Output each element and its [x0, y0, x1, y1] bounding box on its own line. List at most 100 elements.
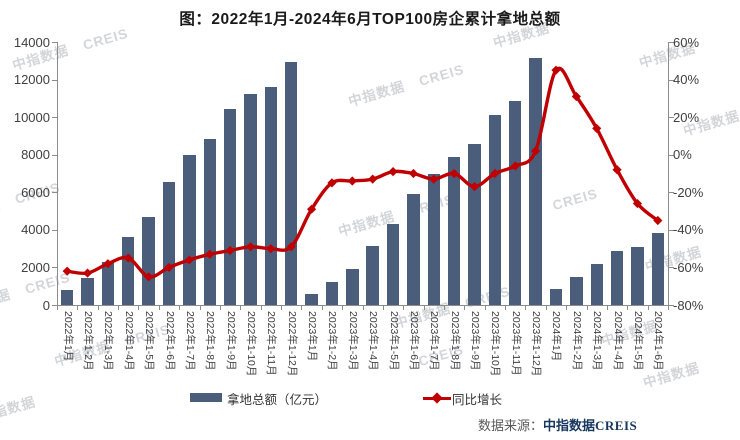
x-axis-label: 2022年1-6月 [163, 311, 176, 371]
y-axis-label-right: 60% [673, 34, 700, 50]
y-axis-label-left: 8000 [21, 147, 50, 163]
x-axis-tick [260, 306, 262, 310]
x-axis-tick [443, 306, 445, 310]
x-axis-tick [668, 306, 669, 310]
bar [264, 87, 278, 305]
x-axis-label: 2024年1-2月 [570, 311, 583, 371]
x-axis-label: 2023年1-8月 [448, 311, 461, 371]
chart-title: 图：2022年1月-2024年6月TOP100房企累计拿地总额 [179, 11, 561, 28]
y-axis-tick-right [669, 229, 674, 231]
x-axis-label: 2022年1-9月 [224, 311, 237, 371]
y-axis-label-left: 6000 [21, 184, 50, 200]
bar [244, 94, 257, 305]
x-axis-tick [362, 306, 364, 310]
bar [183, 155, 196, 305]
y-axis-label-right: -40% [673, 222, 704, 238]
bar [549, 289, 563, 305]
source-prefix: 数据来源： [478, 418, 544, 433]
bar [529, 58, 542, 305]
diamond-marker-icon [431, 392, 443, 404]
y-axis-label-left: 0 [42, 297, 50, 313]
data-source: 数据来源：中指数据CREIS [478, 415, 637, 434]
x-axis-label: 2023年1-5月 [387, 311, 400, 371]
x-axis-label: 2023年1-12月 [530, 311, 543, 377]
bar [203, 138, 216, 305]
y-axis-tick-right [669, 267, 674, 269]
x-axis-label: 2023年1-7月 [428, 311, 441, 371]
x-axis-label: 2022年1-3月 [102, 311, 115, 371]
x-axis-label: 2023年1-10月 [489, 311, 502, 377]
x-axis-label: 2022年1-8月 [204, 311, 217, 371]
y-axis-tick-left [52, 117, 57, 119]
x-axis-tick [647, 306, 649, 310]
x-axis-tick [321, 306, 323, 310]
bar [631, 246, 644, 305]
x-axis-tick [77, 306, 79, 310]
bar [346, 268, 359, 305]
y-axis-label-left: 12000 [13, 72, 50, 88]
x-axis-tick [403, 306, 405, 310]
x-axis-label: 2023年1-6月 [407, 311, 420, 371]
x-axis-label: 2022年1月 [61, 311, 74, 362]
y-axis-label-right: 20% [673, 109, 700, 125]
x-axis-line [57, 305, 669, 306]
x-axis-tick [158, 306, 160, 310]
bar [81, 277, 94, 305]
x-axis-tick [301, 306, 303, 310]
x-axis-tick [118, 306, 120, 310]
bar [386, 224, 400, 305]
x-axis-label: 2024年1-6月 [652, 311, 665, 371]
y-axis-label-right: -80% [673, 297, 704, 313]
bar [488, 115, 502, 305]
x-axis-tick [586, 306, 588, 310]
x-axis-tick [566, 306, 568, 310]
x-axis-tick [57, 306, 58, 310]
x-axis-label: 2023年1-9月 [469, 311, 482, 371]
x-axis-label: 2024年1-4月 [611, 311, 624, 371]
y-axis-tick-right [669, 42, 674, 43]
bar [407, 193, 420, 305]
y-axis-label-right: -60% [673, 259, 704, 275]
bar [60, 289, 74, 305]
y-axis-tick-left [52, 267, 57, 269]
y-axis-tick-left [52, 229, 57, 231]
x-axis-tick [240, 306, 242, 310]
source-brand: 中指数据 [543, 418, 596, 433]
x-axis-label: 2023年1-11月 [509, 311, 522, 376]
y-axis-tick-left [52, 42, 57, 43]
y-axis-tick-right [669, 79, 674, 81]
y-axis-tick-right [669, 117, 674, 119]
bar [305, 294, 318, 305]
x-axis-tick [199, 306, 201, 310]
source-brand-en: CREIS [595, 418, 638, 433]
legend-bar-label: 拿地总额（亿元） [227, 393, 328, 407]
x-axis-tick [97, 306, 99, 310]
y-axis-tick-left [52, 192, 57, 194]
x-axis-tick [525, 306, 527, 310]
left-axis-line [57, 42, 58, 305]
legend-bar-swatch [190, 393, 222, 402]
bar [651, 233, 664, 305]
bar [223, 109, 237, 305]
x-axis-tick [179, 306, 181, 310]
bar [142, 216, 155, 305]
x-axis-label: 2022年1-11月 [265, 311, 278, 376]
y-axis-label-right: 40% [673, 72, 700, 88]
bar [468, 143, 481, 305]
x-axis-tick [423, 306, 425, 310]
x-axis-label: 2022年1-12月 [285, 311, 298, 377]
x-axis-label: 2022年1-5月 [143, 311, 156, 371]
bar [366, 245, 379, 305]
x-axis-tick [281, 306, 283, 310]
bar [285, 61, 298, 305]
y-axis-label-left: 14000 [13, 34, 50, 50]
y-axis-label-left: 10000 [13, 109, 50, 125]
x-axis-label: 2023年1-3月 [346, 311, 359, 371]
bar [162, 181, 176, 305]
bar [610, 251, 624, 305]
x-axis-tick [464, 306, 466, 310]
x-axis-label: 2024年1-5月 [631, 311, 644, 371]
bar [447, 156, 461, 305]
